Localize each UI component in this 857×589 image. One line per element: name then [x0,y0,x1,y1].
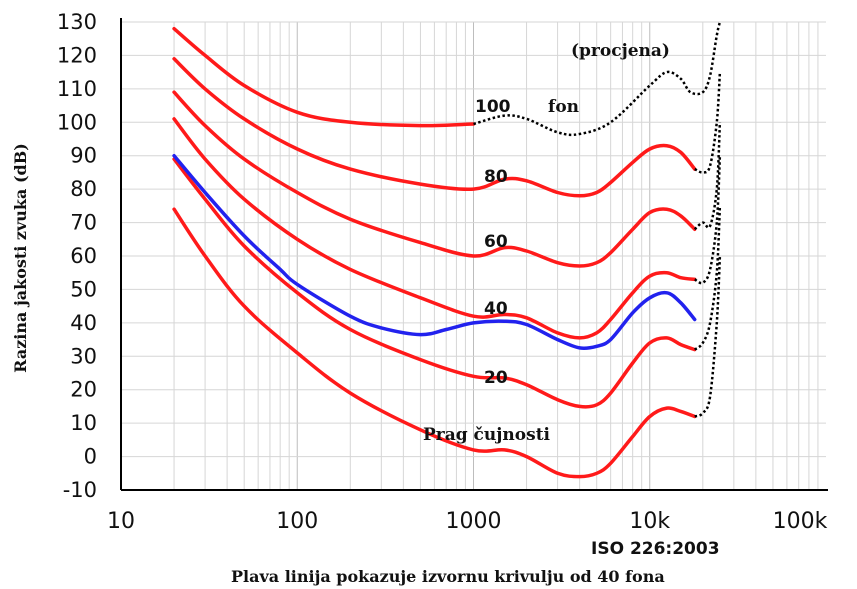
y-tick-label: 20 [70,378,97,402]
x-tick-labels: 10 100 1000 10k 100k [107,509,828,534]
loudness-curve-4 [172,90,697,268]
y-tick-label: 30 [70,344,97,368]
estimate-line-3 [694,72,722,174]
y-tick-label: 70 [70,211,97,235]
loudness-curve-6 [172,117,697,340]
estimate-line-5 [693,122,722,231]
y-tick-label: 60 [70,244,97,268]
y-tick-label: 0 [84,445,97,469]
y-tick-label: 40 [70,311,97,335]
y-tick-label: -10 [63,478,97,502]
loudness-curve-0 [172,26,476,128]
x-tick-label: 1000 [446,509,502,534]
y-tick-label: 80 [70,177,97,201]
x-tick-label: 10k [629,509,670,534]
axes [120,18,828,491]
blue-line-note: Plava linija pokazuje izvornu krivulju o… [231,567,665,586]
annotation-60: 60 [484,232,508,252]
annotation-40: 40 [484,299,508,319]
estimate-line-1 [473,21,722,137]
y-tick-label: 50 [70,277,97,301]
series-group [172,21,722,479]
y-tick-label: 120 [57,43,97,67]
y-axis-label: Razina jakosti zvuka (dB) [11,143,30,373]
y-tick-label: 130 [57,10,97,34]
y-tick-label: 100 [57,110,97,134]
y-tick-label: 10 [70,411,97,435]
x-tick-label: 100k [773,509,828,534]
loudness-curve-10 [172,207,697,479]
annotation-100: 100 [475,97,511,117]
loudness-curve-8 [172,157,697,409]
estimate-line-9 [693,205,722,351]
y-tick-label: 110 [57,77,97,101]
annotation-20: 20 [484,368,508,388]
annotation-procjena: (procjena) [571,41,670,61]
standard-note: ISO 226:2003 [591,539,720,559]
x-tick-label: 100 [276,509,318,534]
estimate-line-7 [694,155,722,285]
loudness-curve-2 [172,57,697,198]
y-tick-label: 90 [70,144,97,168]
annotation-fon: fon [548,97,579,117]
original-40-phon-line [172,153,697,351]
x-tick-label: 10 [107,509,135,534]
annotation-80: 80 [484,167,508,187]
annotation-threshold: Prag čujnosti [423,425,551,445]
estimate-line-11 [694,255,722,418]
